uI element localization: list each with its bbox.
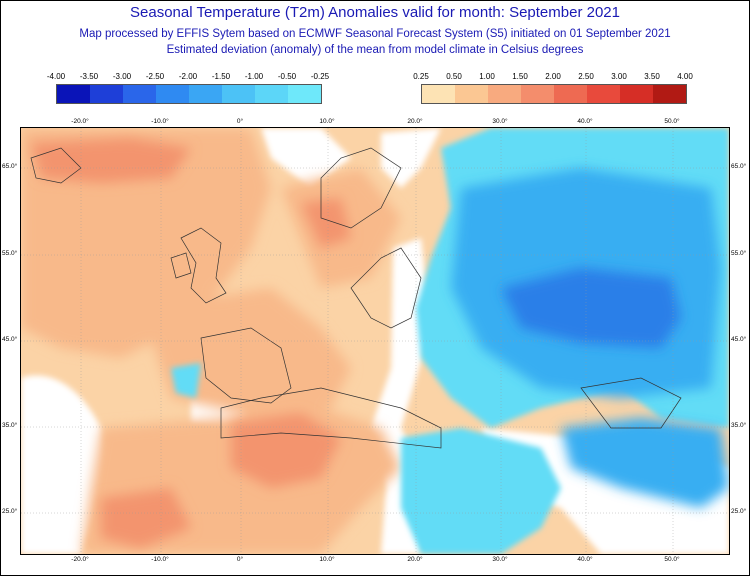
anomaly-map-svg [21,128,729,554]
lon-label: 20.0° [407,118,423,125]
legend-positive-ticks: 0.25 0.50 1.00 1.50 2.00 2.50 3.00 3.50 4.00 [413,72,693,84]
legend-positive-swatch [488,85,521,103]
legend-negative-swatch [123,85,156,103]
legend-positive-swatch [521,85,554,103]
lat-label: 55.0° [731,250,747,257]
lon-label: 10.0° [319,118,335,125]
legend-positive-swatch [455,85,488,103]
lat-label: 45.0° [731,336,747,343]
legend-negative-tick-label: -0.25 [310,72,330,81]
legend-negative-ticks: -4.00 -3.50 -3.00 -2.50 -2.00 -1.50 -1.00 -0.50… [47,72,329,84]
legend-positive [421,84,687,104]
lon-label: 40.0° [577,118,593,125]
legend-positive-tick-label: 3.50 [644,72,660,81]
subtitle-units: Estimated deviation (anomaly) of the mea… [166,44,584,56]
lon-label: 50.0° [664,556,680,563]
legend-negative-tick-label: -3.00 [112,72,132,81]
legend-positive-swatch [620,85,653,103]
lat-label: 25.0° [731,508,747,515]
legend-negative-tick-label: -2.00 [178,72,198,81]
legend-negative-tick-label: -1.50 [211,72,231,81]
legend-positive-tick-label: 0.25 [413,72,429,81]
subtitle-processing: Map processed by EFFIS Sytem based on EC… [79,28,671,40]
legend-positive-tick-label: 2.50 [578,72,594,81]
legend-positive-swatch [653,85,686,103]
legend-positive-tick-label: 3.00 [611,72,627,81]
lon-label: -20.0° [71,556,89,563]
legend-positive-tick-label: 4.00 [677,72,693,81]
cold-strong-zones [501,268,681,348]
lon-label: -20.0° [71,118,89,125]
lon-label: 20.0° [407,556,423,563]
lat-label: 55.0° [2,250,18,257]
anomaly-map [20,127,730,555]
lon-label: -10.0° [151,556,169,563]
lon-label: 0° [236,118,244,125]
legend-positive-tick-label: 2.00 [545,72,561,81]
legend-negative-swatch [57,85,90,103]
page-title: Seasonal Temperature (T2m) Anomalies val… [130,4,620,21]
lon-label: 0° [236,556,244,563]
lat-label: 65.0° [2,163,18,170]
lat-label: 35.0° [2,422,18,429]
lat-label: 25.0° [2,508,18,515]
legend-negative-swatch [288,85,321,103]
legend-positive-tick-label: 1.50 [512,72,528,81]
coastlines [30,147,682,449]
lon-label: -10.0° [151,118,169,125]
legend-positive-swatch [554,85,587,103]
legend-positive-swatch [587,85,620,103]
lon-label: 30.0° [492,556,508,563]
legend-negative-swatch [222,85,255,103]
lat-label: 35.0° [731,422,747,429]
legend-positive-tick-label: 0.50 [446,72,462,81]
legend-negative-tick-label: -3.50 [79,72,99,81]
legend-positive-swatch [422,85,455,103]
lon-label: 10.0° [319,556,335,563]
lon-label: 30.0° [492,118,508,125]
legend-negative [56,84,322,104]
legend-positive-tick-label: 1.00 [479,72,495,81]
lon-label: 50.0° [664,118,680,125]
lon-label: 40.0° [577,556,593,563]
legend-negative-swatch [156,85,189,103]
legend-negative-tick-label: -4.00 [46,72,66,81]
lat-label: 45.0° [2,336,18,343]
legend-negative-tick-label: -1.00 [244,72,264,81]
legend-negative-swatch [90,85,123,103]
legend-negative-swatch [189,85,222,103]
warm-strong-zones [31,138,351,548]
lat-label: 65.0° [731,163,747,170]
legend-negative-tick-label: -2.50 [145,72,165,81]
legend-negative-swatch [255,85,288,103]
legend-negative-tick-label: -0.50 [277,72,297,81]
graticule [21,128,729,554]
